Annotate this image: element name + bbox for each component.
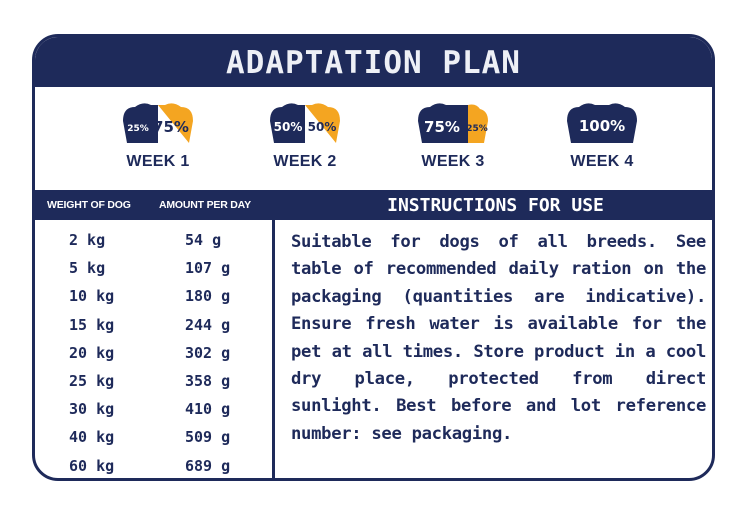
week-3-label: WEEK 3 [421, 153, 485, 170]
week-2: 50% 50% WEEK 2 [260, 101, 350, 171]
table-row: 10 kg 180 g [35, 282, 272, 310]
header-weight-of-dog: WEIGHT OF DOG [47, 199, 131, 211]
amount-cell: 358 g [185, 371, 231, 390]
week-3-left-pct: 75% [424, 118, 460, 136]
table-row: 25 kg 358 g [35, 367, 272, 395]
week-2-right-pct: 50% [308, 120, 337, 134]
weight-cell: 25 kg [69, 371, 115, 390]
table-row: 5 kg 107 g [35, 254, 272, 282]
instructions-header: INSTRUCTIONS FOR USE [387, 195, 604, 216]
amount-cell: 509 g [185, 428, 231, 447]
food-bowl-icon: 25% 75% [123, 103, 193, 143]
page-title: ADAPTATION PLAN [35, 37, 712, 87]
table-row: 30 kg 410 g [35, 395, 272, 423]
week-1-left-pct: 25% [127, 124, 149, 134]
week-4: 100% WEEK 4 [557, 101, 647, 171]
week-3: 75% 25% WEEK 3 [408, 101, 498, 171]
food-bowl-icon: 50% 50% [270, 103, 340, 143]
amount-cell: 302 g [185, 343, 231, 362]
table-row: 20 kg 302 g [35, 339, 272, 367]
week-2-label: WEEK 2 [273, 153, 337, 170]
week-1: 25% 75% WEEK 1 [113, 101, 203, 171]
table-row: 15 kg 244 g [35, 311, 272, 339]
table-row: 2 kg 54 g [35, 226, 272, 254]
amount-cell: 689 g [185, 456, 231, 475]
section-header-bar [35, 190, 712, 220]
week-4-left-pct: 100% [579, 117, 625, 135]
weight-cell: 40 kg [69, 428, 115, 447]
amount-cell: 410 g [185, 400, 231, 419]
table-row: 40 kg 509 g [35, 423, 272, 451]
weight-cell: 10 kg [69, 287, 115, 306]
week-3-right-pct: 25% [466, 124, 488, 134]
week-1-right-pct: 75% [153, 118, 189, 136]
amount-cell: 180 g [185, 287, 231, 306]
adaptation-plan-card: ADAPTATION PLAN 25% 75% WEEK 1 50% 50% W… [32, 34, 715, 481]
food-bowl-icon: 100% [567, 103, 637, 143]
amount-cell: 107 g [185, 259, 231, 278]
weight-cell: 60 kg [69, 456, 115, 475]
week-1-label: WEEK 1 [126, 153, 190, 170]
food-bowl-icon: 75% 25% [418, 103, 488, 143]
weight-cell: 30 kg [69, 400, 115, 419]
ration-table: 2 kg 54 g 5 kg 107 g 10 kg 180 g 15 kg 244 g… [35, 226, 272, 479]
week-4-label: WEEK 4 [570, 153, 634, 170]
table-row: 60 kg 689 g [35, 452, 272, 479]
weight-cell: 5 kg [69, 259, 106, 278]
column-divider [272, 190, 275, 478]
header-amount-per-day: AMOUNT PER DAY [159, 199, 251, 211]
instructions-text: Suitable for dogs of all breeds. See tab… [291, 232, 706, 444]
weight-cell: 20 kg [69, 343, 115, 362]
amount-cell: 54 g [185, 231, 222, 249]
amount-cell: 244 g [185, 315, 231, 334]
weight-cell: 15 kg [69, 315, 115, 334]
week-2-left-pct: 50% [274, 120, 303, 134]
weight-cell: 2 kg [69, 231, 106, 249]
